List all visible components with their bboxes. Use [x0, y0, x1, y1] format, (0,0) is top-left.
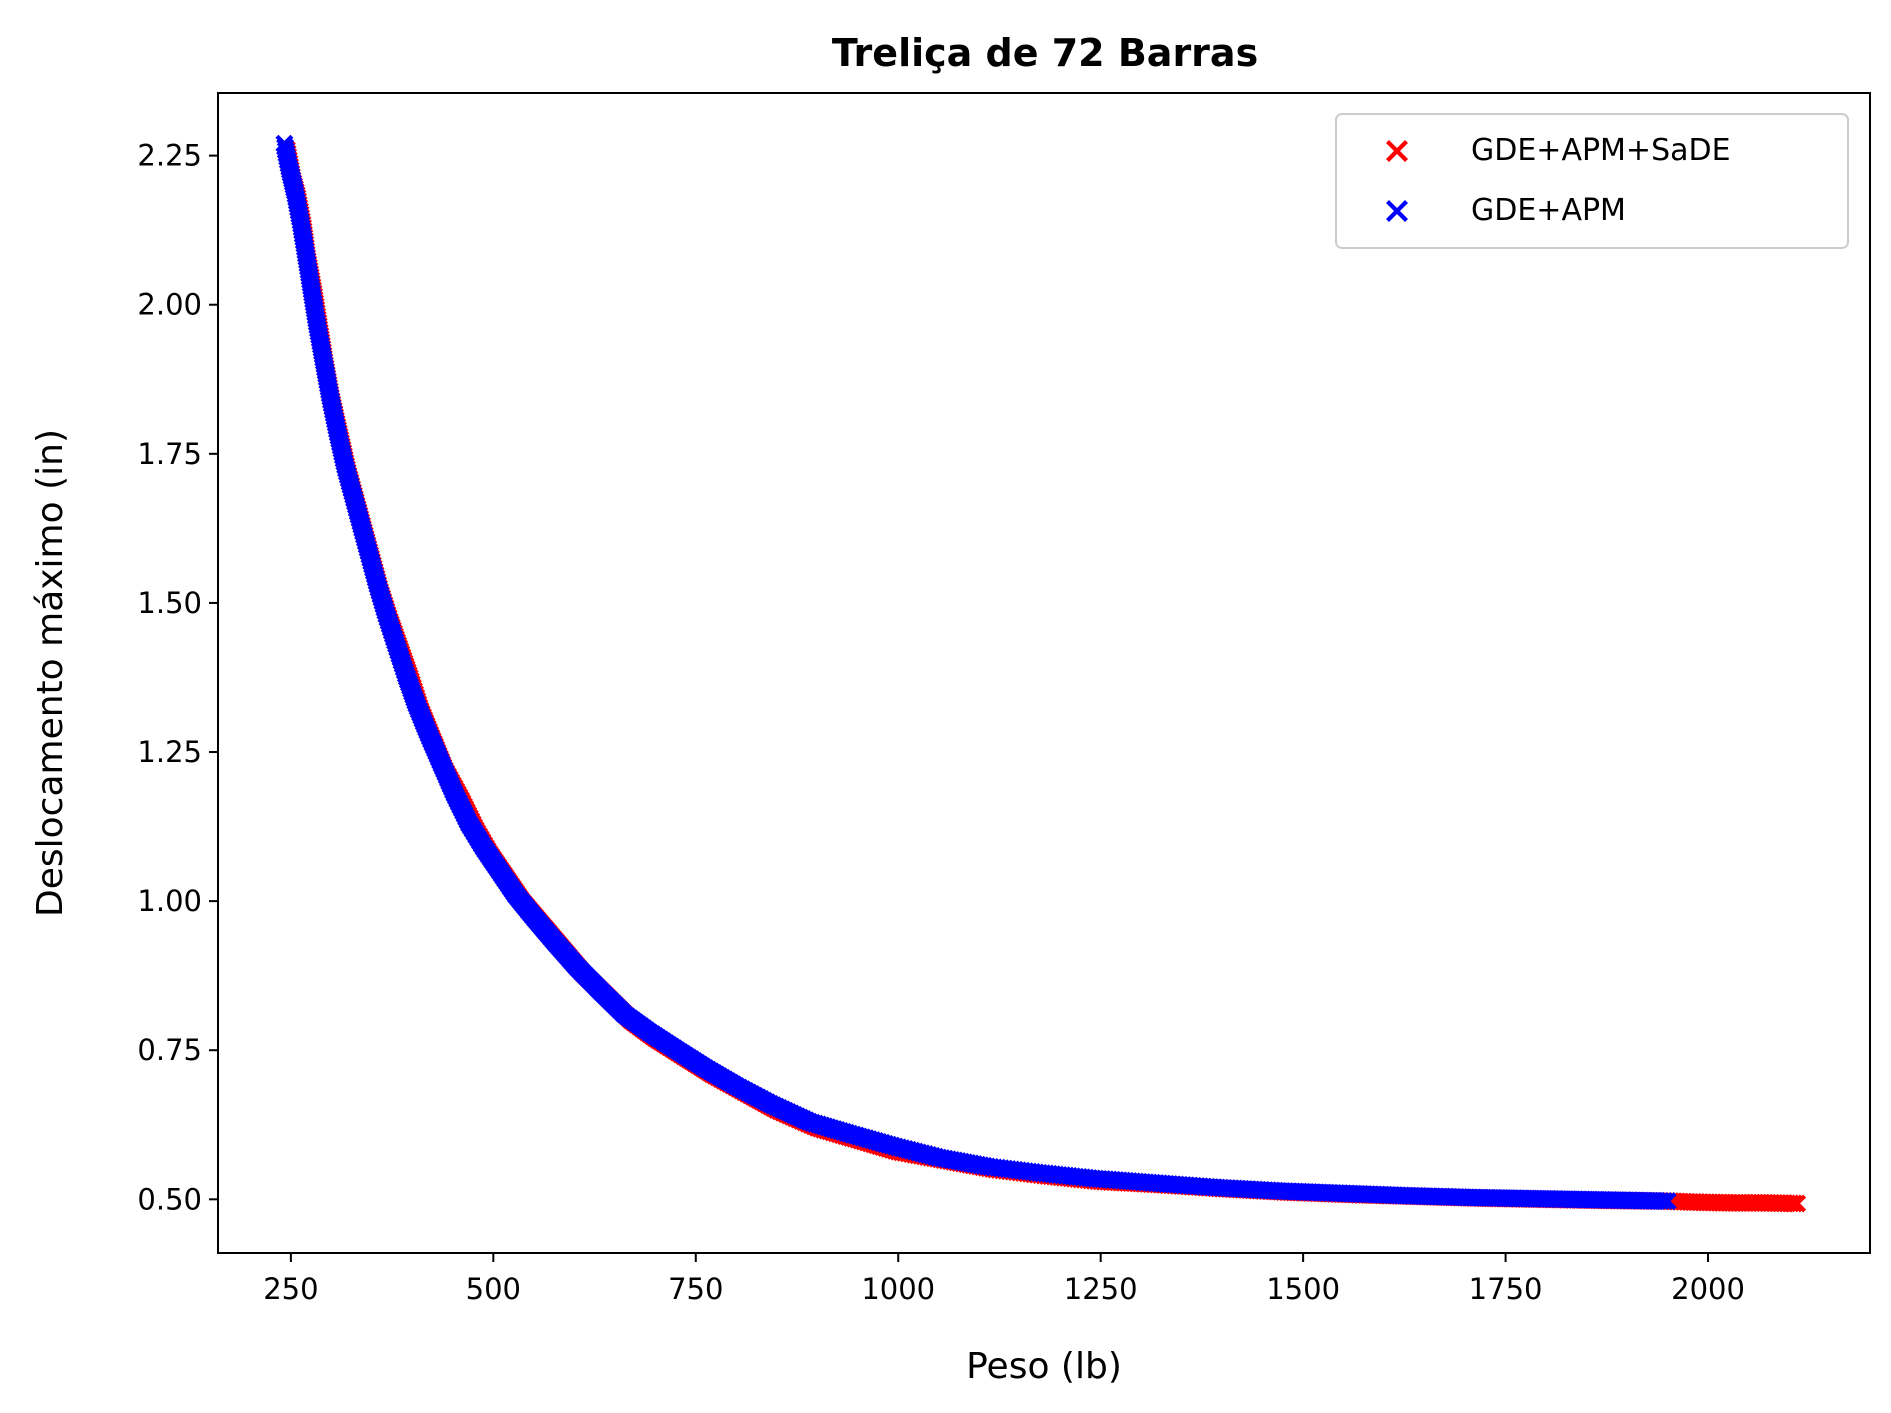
chart-title: Treliça de 72 Barras [832, 31, 1258, 75]
y-axis-ticks: 0.50 0.75 1.00 1.25 1.50 1.75 2.00 2.25 [137, 139, 218, 1216]
x-tick-label: 1250 [1064, 1272, 1138, 1306]
x-tick-label: 750 [668, 1272, 723, 1306]
y-tick-label: 1.75 [137, 437, 202, 471]
x-tick-label: 250 [263, 1272, 318, 1306]
y-tick-label: 2.25 [137, 139, 202, 173]
x-tick-label: 1500 [1266, 1272, 1340, 1306]
data-point [1784, 1194, 1803, 1213]
x-tick-label: 2000 [1671, 1272, 1745, 1306]
legend-box [1335, 113, 1849, 249]
legend-markers [1386, 140, 1408, 222]
y-tick-label: 0.50 [137, 1182, 202, 1216]
y-tick-label: 2.00 [137, 288, 202, 322]
x-axis-label: Peso (lb) [966, 1346, 1122, 1387]
plot-area-frame [217, 92, 1871, 1254]
y-tick-label: 1.00 [137, 884, 202, 918]
x-tick-label: 1000 [861, 1272, 935, 1306]
legend-label-gde-apm-sade: GDE+APM+SaDE [1471, 133, 1731, 168]
x-axis-ticks: 250 500 750 1000 1250 1500 1750 2000 [263, 1253, 1745, 1306]
y-tick-label: 1.50 [137, 586, 202, 620]
data-point [1655, 1192, 1674, 1211]
legend-label-gde-apm: GDE+APM [1471, 193, 1626, 228]
y-tick-label: 1.25 [137, 735, 202, 769]
data-point [1788, 1194, 1807, 1213]
points-layer [275, 134, 1807, 1213]
x-tick-label: 500 [466, 1272, 521, 1306]
legend: GDE+APM+SaDE GDE+APM [1335, 113, 1849, 249]
data-point [1658, 1192, 1677, 1211]
series-1 [275, 134, 1677, 1211]
legend-marker-gde-apm [1386, 200, 1408, 222]
x-tick-label: 1750 [1469, 1272, 1543, 1306]
y-tick-label: 0.75 [137, 1033, 202, 1067]
legend-marker-gde-apm-sade [1386, 140, 1408, 162]
y-axis-label: Deslocamento máximo (in) [30, 429, 71, 917]
